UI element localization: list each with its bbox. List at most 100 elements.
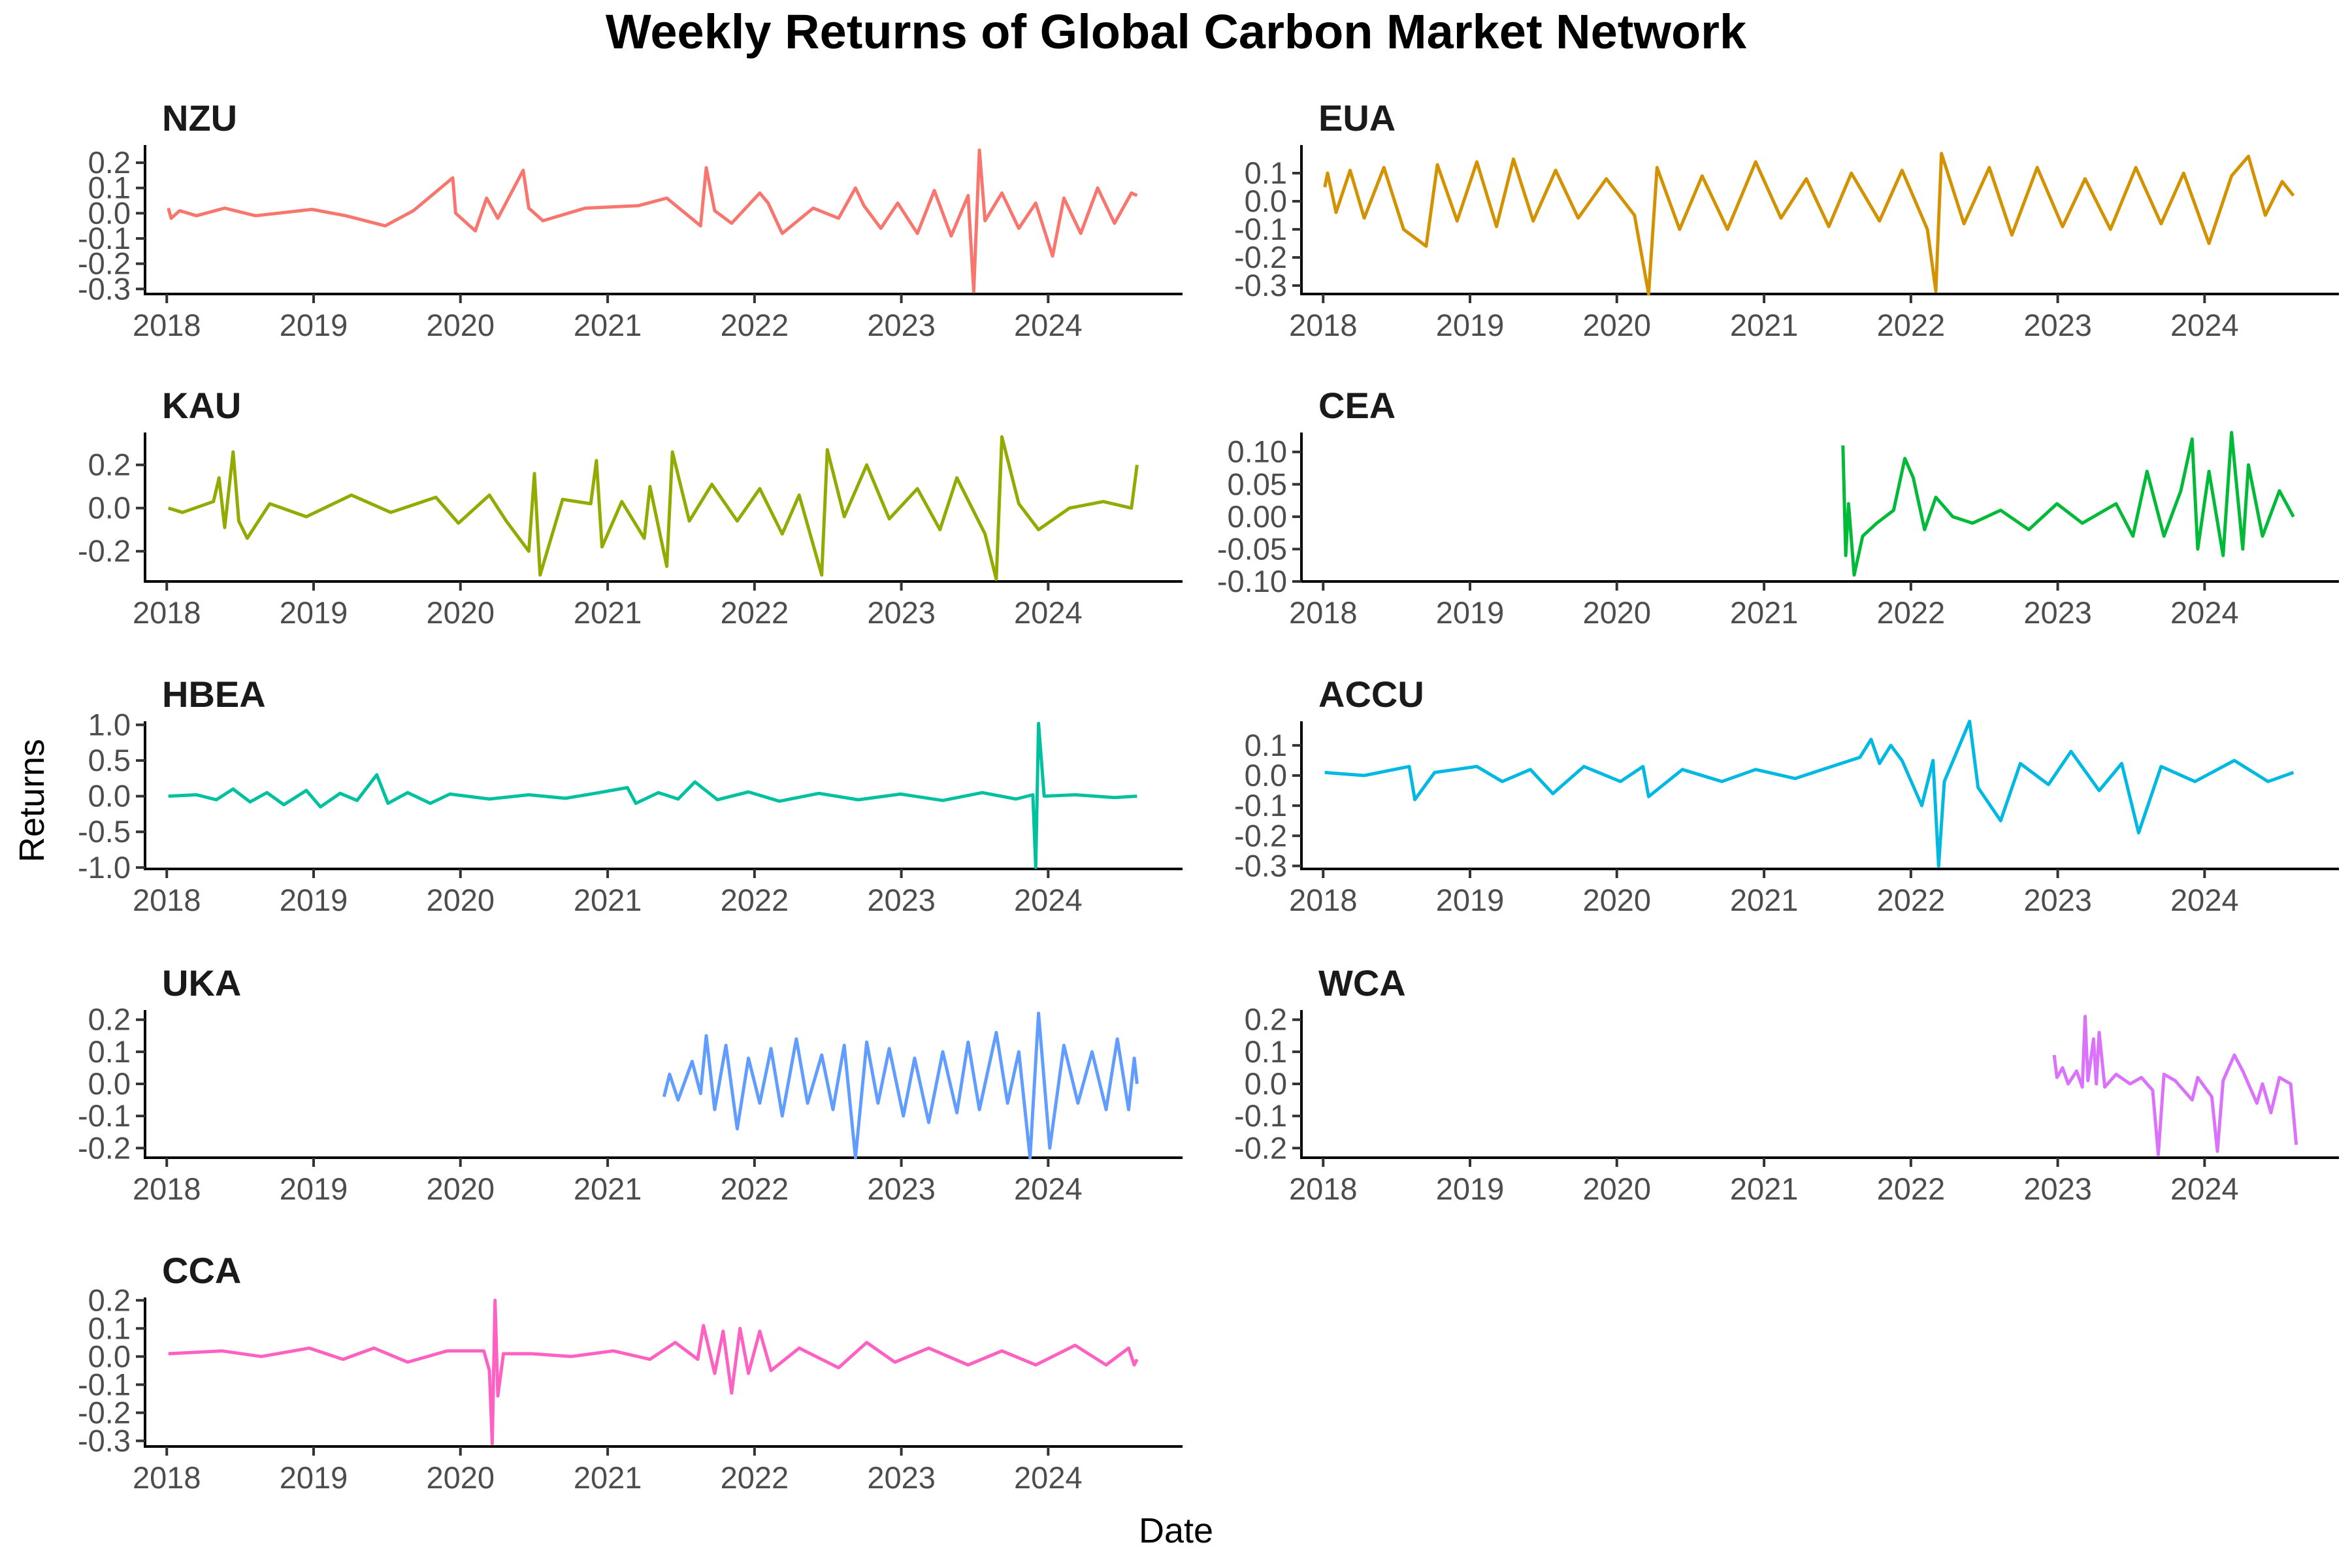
x-tick-label: 2021 bbox=[574, 595, 642, 630]
x-tick-label: 2021 bbox=[1730, 308, 1799, 342]
y-tick-label: -0.1 bbox=[78, 1367, 131, 1401]
x-tick-label: 2019 bbox=[1436, 883, 1505, 917]
y-tick-label: 0.0 bbox=[88, 195, 131, 230]
series-line-uka bbox=[662, 1011, 1139, 1160]
y-axis-title: Returns bbox=[12, 738, 52, 862]
x-tick-label: 2023 bbox=[2023, 308, 2092, 342]
y-tick-label: 0.1 bbox=[1245, 1034, 1287, 1069]
x-tick-label: 2020 bbox=[1582, 883, 1651, 917]
x-tick-label: 2024 bbox=[1014, 1171, 1083, 1206]
x-tick-label: 2019 bbox=[280, 1171, 348, 1206]
x-tick-label: 2021 bbox=[574, 883, 642, 917]
x-tick-label: 2024 bbox=[1014, 883, 1083, 917]
x-tick-label: 2018 bbox=[133, 308, 201, 342]
x-tick-label: 2021 bbox=[1730, 1171, 1799, 1206]
x-tick-label: 2022 bbox=[721, 883, 789, 917]
x-tick-label: 2020 bbox=[426, 1460, 495, 1495]
y-tick-label: 0.0 bbox=[88, 1066, 131, 1101]
x-tick-label: 2022 bbox=[1877, 1171, 1946, 1206]
x-tick-label: 2020 bbox=[426, 595, 495, 630]
y-tick-label: 0.0 bbox=[1245, 1066, 1287, 1101]
panel-title-hbea: HBEA bbox=[162, 674, 266, 715]
y-tick-label: 0.5 bbox=[88, 743, 131, 777]
x-tick-label: 2024 bbox=[1014, 595, 1083, 630]
series-line-wca bbox=[2052, 1015, 2298, 1156]
y-tick-label: -0.3 bbox=[1234, 848, 1287, 883]
x-tick-label: 2024 bbox=[2170, 308, 2239, 342]
y-tick-label: -0.2 bbox=[1234, 240, 1287, 274]
y-tick-label: -0.1 bbox=[78, 1098, 131, 1133]
x-tick-label: 2019 bbox=[1436, 308, 1505, 342]
y-tick-label: 0.0 bbox=[1245, 184, 1287, 218]
y-tick-label: -0.1 bbox=[1234, 788, 1287, 823]
panel-title-cea: CEA bbox=[1318, 385, 1396, 426]
panel-title-wca: WCA bbox=[1318, 962, 1406, 1004]
y-tick-label: -0.5 bbox=[78, 814, 131, 849]
panel-title-eua: EUA bbox=[1318, 97, 1396, 139]
series-line-nzu bbox=[167, 148, 1138, 293]
x-tick-label: 2023 bbox=[867, 883, 936, 917]
series-line-cca bbox=[168, 1298, 1139, 1446]
x-tick-label: 2022 bbox=[721, 308, 789, 342]
y-tick-label: 0.1 bbox=[88, 1311, 131, 1345]
y-tick-label: 0.0 bbox=[1245, 758, 1287, 792]
x-tick-label: 2022 bbox=[721, 1171, 789, 1206]
y-tick-label: -0.2 bbox=[1234, 818, 1287, 853]
y-tick-label: -0.10 bbox=[1217, 564, 1287, 598]
y-tick-label: -0.3 bbox=[1234, 268, 1287, 302]
x-tick-label: 2020 bbox=[426, 308, 495, 342]
series-line-accu bbox=[1324, 719, 2295, 868]
x-tick-label: 2019 bbox=[280, 308, 348, 342]
x-tick-label: 2024 bbox=[1014, 1460, 1083, 1495]
x-tick-label: 2023 bbox=[867, 308, 936, 342]
y-tick-label: 0.2 bbox=[88, 1282, 131, 1317]
y-tick-label: 0.2 bbox=[88, 448, 131, 482]
y-tick-label: -1.0 bbox=[78, 850, 131, 885]
x-tick-label: 2018 bbox=[1289, 883, 1358, 917]
y-tick-label: -0.3 bbox=[78, 1423, 131, 1458]
y-tick-label: 0.1 bbox=[1245, 155, 1287, 190]
x-tick-label: 2020 bbox=[1582, 1171, 1651, 1206]
x-tick-label: 2021 bbox=[1730, 595, 1799, 630]
y-tick-label: -0.2 bbox=[1234, 1130, 1287, 1165]
x-tick-label: 2019 bbox=[280, 1460, 348, 1495]
panel-title-uka: UKA bbox=[162, 962, 241, 1004]
x-tick-label: 2021 bbox=[574, 1460, 642, 1495]
x-tick-label: 2019 bbox=[1436, 595, 1505, 630]
x-tick-label: 2019 bbox=[280, 595, 348, 630]
y-tick-label: 0.0 bbox=[88, 779, 131, 813]
x-tick-label: 2018 bbox=[1289, 308, 1358, 342]
x-tick-label: 2023 bbox=[867, 1460, 936, 1495]
panel-title-cca: CCA bbox=[162, 1250, 241, 1291]
x-tick-label: 2023 bbox=[2023, 883, 2092, 917]
y-tick-label: 0.2 bbox=[1245, 1002, 1287, 1037]
x-tick-label: 2024 bbox=[2170, 883, 2239, 917]
x-tick-label: 2020 bbox=[426, 883, 495, 917]
y-tick-label: -0.1 bbox=[1234, 1098, 1287, 1133]
x-tick-label: 2021 bbox=[574, 308, 642, 342]
panel-title-accu: ACCU bbox=[1318, 674, 1424, 715]
x-tick-label: 2024 bbox=[2170, 1171, 2239, 1206]
x-axis-title: Date bbox=[1138, 1511, 1214, 1550]
x-tick-label: 2018 bbox=[1289, 595, 1358, 630]
y-tick-label: 0.2 bbox=[88, 145, 131, 180]
series-line-kau bbox=[167, 435, 1139, 581]
panel-title-kau: KAU bbox=[162, 385, 241, 426]
x-tick-label: 2022 bbox=[1877, 883, 1946, 917]
y-tick-label: 0.00 bbox=[1228, 499, 1287, 534]
x-tick-label: 2022 bbox=[721, 1460, 789, 1495]
panel-title-nzu: NZU bbox=[162, 97, 237, 139]
y-tick-label: 0.1 bbox=[88, 171, 131, 205]
series-line-eua bbox=[1323, 152, 2295, 296]
y-tick-label: -0.2 bbox=[78, 1130, 131, 1165]
x-tick-label: 2018 bbox=[1289, 1171, 1358, 1206]
x-tick-label: 2020 bbox=[426, 1171, 495, 1206]
series-line-cea bbox=[1841, 431, 2295, 577]
y-tick-label: -0.3 bbox=[78, 271, 131, 306]
